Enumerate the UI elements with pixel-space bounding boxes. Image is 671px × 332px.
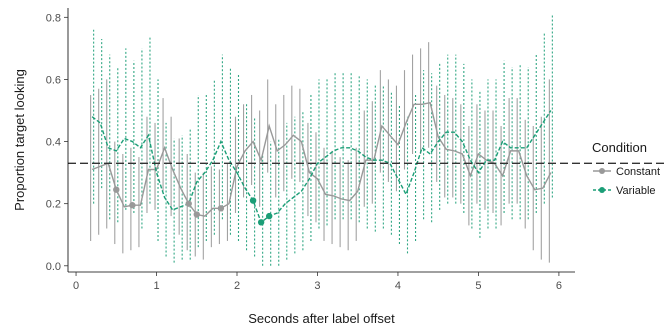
x-tick-label: 1 bbox=[153, 280, 159, 292]
data-point-variable bbox=[249, 197, 257, 204]
data-point-variable bbox=[265, 212, 273, 220]
y-tick-label: 0.2 bbox=[46, 199, 61, 211]
series-lines-layer bbox=[91, 101, 552, 224]
y-tick-label: 0.4 bbox=[46, 137, 61, 149]
axes-layer: 0 1 2 3 4 5 6 0.0 0.2 0.4 0.6 0.8 bbox=[46, 8, 575, 292]
x-tick-label: 4 bbox=[395, 280, 401, 292]
legend-key-point-constant bbox=[599, 168, 605, 174]
data-point-variable bbox=[257, 219, 265, 226]
x-tick-label: 6 bbox=[556, 280, 562, 292]
x-tick-label: 0 bbox=[73, 280, 79, 292]
series-line-constant bbox=[91, 101, 552, 217]
error-bars-layer bbox=[90, 14, 553, 266]
data-point-constant bbox=[217, 205, 225, 212]
data-point-constant bbox=[193, 211, 200, 218]
y-tick-label: 0.6 bbox=[46, 74, 61, 86]
legend: Condition Constant Variable bbox=[592, 140, 660, 197]
legend-title: Condition bbox=[592, 140, 647, 155]
y-axis-title: Proportion target looking bbox=[12, 69, 27, 211]
y-tick-label: 0.8 bbox=[46, 12, 61, 24]
x-axis-title: Seconds after label offset bbox=[248, 311, 395, 326]
series-points-layer bbox=[113, 186, 273, 226]
legend-key-point-variable bbox=[599, 187, 605, 193]
data-point-constant bbox=[113, 186, 120, 193]
legend-label-variable: Variable bbox=[616, 185, 656, 197]
x-tick-label: 2 bbox=[234, 280, 240, 292]
x-tick-label: 3 bbox=[314, 280, 320, 292]
data-point-constant bbox=[185, 200, 192, 207]
data-point-constant bbox=[129, 202, 136, 209]
y-tick-label: 0.0 bbox=[46, 261, 61, 273]
legend-label-constant: Constant bbox=[616, 166, 660, 178]
series-line-variable bbox=[91, 110, 552, 224]
x-tick-label: 5 bbox=[475, 280, 481, 292]
legend-entries: Constant Variable bbox=[593, 166, 660, 197]
